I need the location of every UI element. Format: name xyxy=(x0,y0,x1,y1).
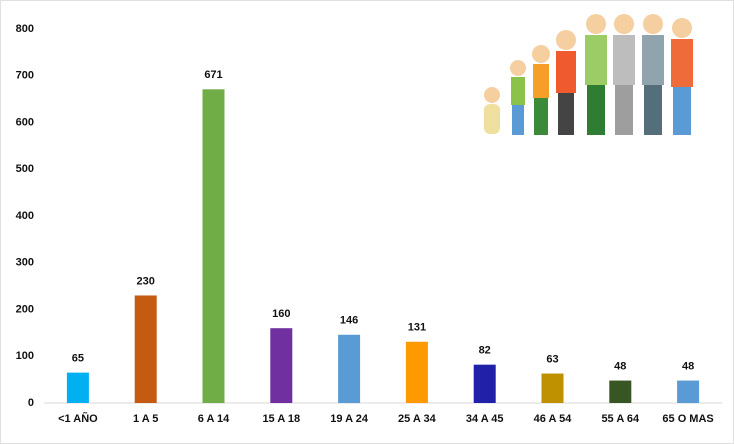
bar xyxy=(405,341,428,403)
y-tick-label: 500 xyxy=(16,163,34,175)
bar xyxy=(609,380,632,403)
y-tick-label: 0 xyxy=(28,397,34,409)
person xyxy=(484,87,500,134)
value-label: 63 xyxy=(546,353,558,365)
person xyxy=(556,30,576,135)
value-label: 82 xyxy=(479,345,491,357)
y-tick-label: 200 xyxy=(16,303,34,315)
y-tick-label: 300 xyxy=(16,257,34,269)
person xyxy=(585,14,607,135)
bar xyxy=(202,89,225,404)
bar xyxy=(473,364,496,403)
bar xyxy=(270,328,293,403)
x-tick-label: 34 A 45 xyxy=(466,413,504,425)
value-label: 48 xyxy=(682,360,694,372)
x-tick-label: 46 A 54 xyxy=(534,413,573,425)
x-tick-label: 19 A 24 xyxy=(330,413,369,425)
person xyxy=(671,18,693,135)
x-tick-label: <1 AÑO xyxy=(58,412,98,425)
x-tick-label: 65 O MAS xyxy=(662,413,713,425)
value-label: 160 xyxy=(272,308,290,320)
value-label: 671 xyxy=(204,69,222,81)
x-tick-label: 25 A 34 xyxy=(398,413,437,425)
y-tick-label: 800 xyxy=(16,23,34,35)
y-tick-label: 700 xyxy=(16,70,34,82)
bar xyxy=(541,373,564,403)
person xyxy=(510,60,526,135)
person xyxy=(642,14,664,135)
person xyxy=(532,45,550,135)
value-label: 230 xyxy=(137,275,155,287)
x-tick-label: 15 A 18 xyxy=(262,413,300,425)
value-label: 131 xyxy=(408,322,426,334)
value-label: 65 xyxy=(72,353,84,365)
y-tick-label: 100 xyxy=(16,350,34,362)
x-tick-label: 55 A 64 xyxy=(601,413,640,425)
people-illustration xyxy=(478,5,722,140)
bar xyxy=(66,372,89,403)
person xyxy=(613,14,635,135)
y-tick-label: 600 xyxy=(16,116,34,128)
bar xyxy=(338,334,361,403)
x-tick-label: 1 A 5 xyxy=(133,413,158,425)
bar xyxy=(134,295,157,403)
bar xyxy=(677,380,700,403)
value-label: 146 xyxy=(340,315,358,327)
y-tick-label: 400 xyxy=(16,210,34,222)
value-label: 48 xyxy=(614,360,626,372)
x-tick-label: 6 A 14 xyxy=(198,413,230,425)
